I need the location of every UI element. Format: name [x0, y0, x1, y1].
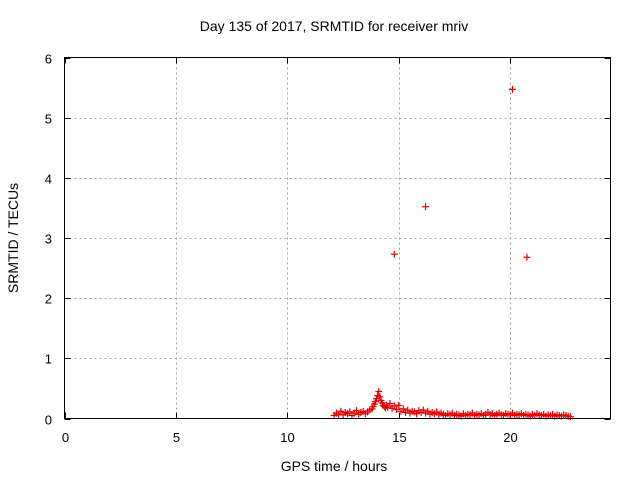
- y-tick-label: 2: [45, 292, 52, 307]
- data-point: [399, 405, 407, 413]
- grid-lines: [64, 57, 611, 419]
- data-points: [330, 85, 574, 421]
- data-point: [346, 408, 354, 416]
- y-tick-label: 3: [45, 232, 52, 247]
- data-point: [422, 203, 430, 211]
- y-tick-label: 6: [45, 52, 52, 67]
- y-tick-label: 5: [45, 112, 52, 127]
- y-tick-label: 0: [45, 413, 52, 428]
- x-tick-label: 15: [392, 430, 406, 445]
- data-point: [566, 413, 574, 421]
- data-point: [386, 399, 394, 407]
- data-point: [508, 85, 516, 93]
- y-tick-label: 1: [45, 352, 52, 367]
- plot-frame: [64, 57, 611, 419]
- x-tick-label: 0: [62, 430, 69, 445]
- data-point: [375, 387, 383, 395]
- data-point: [395, 401, 403, 409]
- data-point: [352, 407, 360, 415]
- x-tick-label: 10: [280, 430, 294, 445]
- x-tick-label: 20: [503, 430, 517, 445]
- x-tick-label: 5: [173, 430, 180, 445]
- data-point: [390, 250, 398, 258]
- data-point: [376, 393, 384, 401]
- chart-title: Day 135 of 2017, SRMTID for receiver mri…: [200, 18, 468, 34]
- data-point: [390, 402, 398, 410]
- data-point: [393, 405, 401, 413]
- x-axis-label: GPS time / hours: [281, 458, 388, 474]
- data-point: [337, 407, 345, 415]
- data-point: [384, 403, 392, 411]
- y-tick-label: 4: [45, 172, 52, 187]
- axis-ticks: 0 5 10 15 20 0 1 2 3 4 5 6: [45, 52, 611, 445]
- data-point: [523, 253, 531, 261]
- y-axis-label: SRMTID / TECUs: [5, 183, 21, 293]
- data-point: [371, 398, 379, 406]
